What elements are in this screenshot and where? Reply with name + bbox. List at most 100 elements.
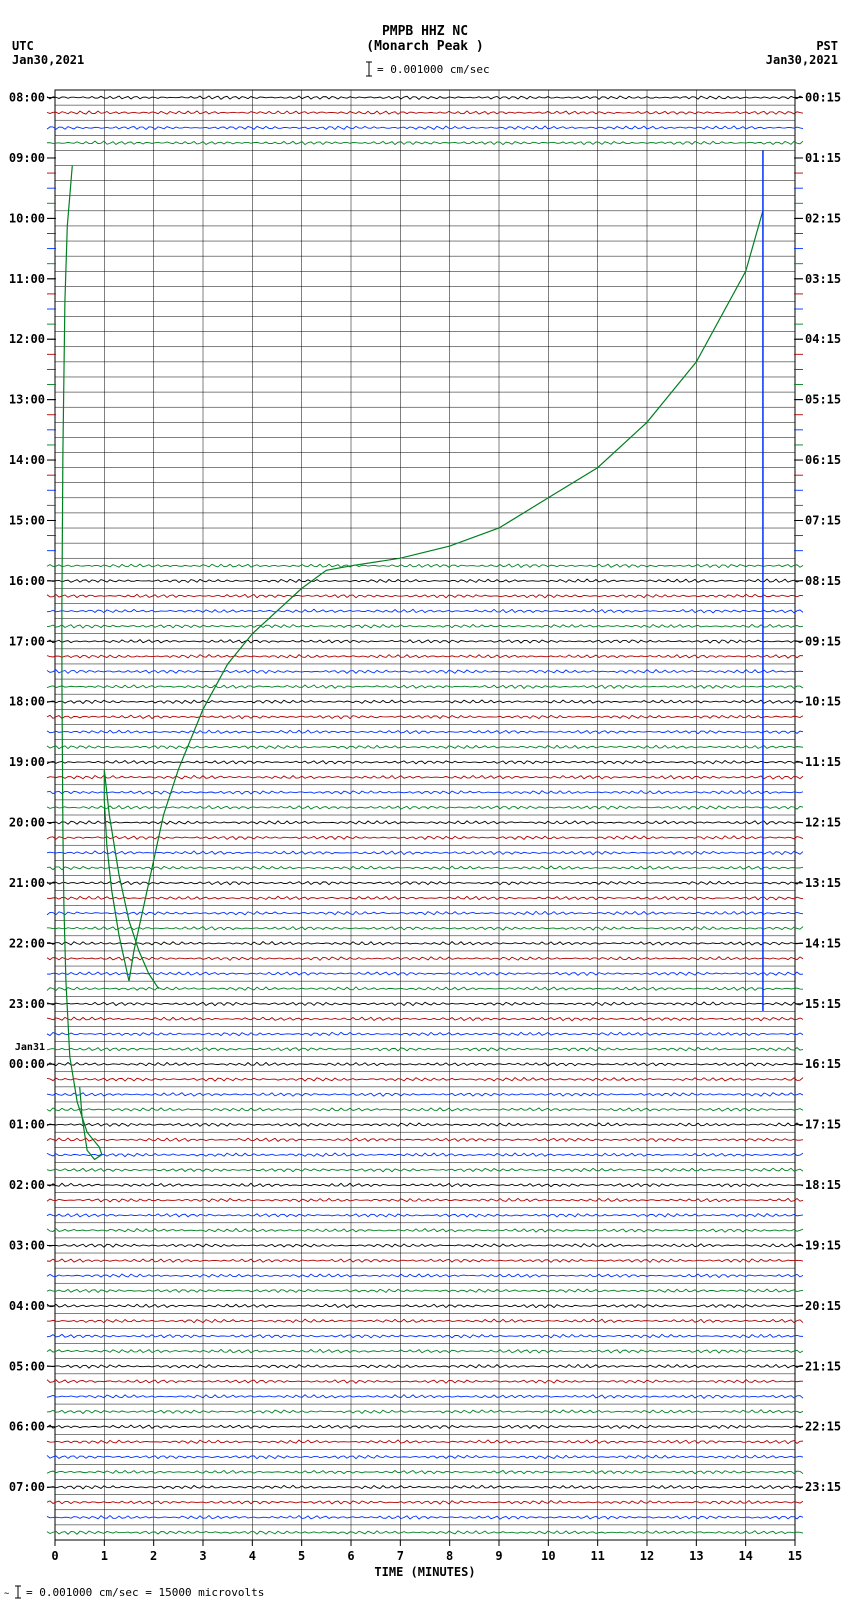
right-time-label: 03:15 xyxy=(805,272,841,286)
left-time-label: 03:00 xyxy=(9,1238,45,1252)
right-time-label: 23:15 xyxy=(805,1480,841,1494)
right-time-label: 16:15 xyxy=(805,1057,841,1071)
trace-line xyxy=(47,1380,803,1384)
right-time-label: 15:15 xyxy=(805,997,841,1011)
trace-line xyxy=(47,730,803,733)
left-time-label: 02:00 xyxy=(9,1178,45,1192)
left-time-label: 17:00 xyxy=(9,634,45,648)
right-time-label: 02:15 xyxy=(805,211,841,225)
x-tick-label: 6 xyxy=(347,1549,354,1563)
x-tick-label: 5 xyxy=(298,1549,305,1563)
right-time-label: 20:15 xyxy=(805,1299,841,1313)
trace-line xyxy=(47,836,803,840)
trace-line xyxy=(47,927,803,931)
trace-line xyxy=(47,745,803,748)
x-axis-label: TIME (MINUTES) xyxy=(374,1565,475,1579)
right-time-label: 22:15 xyxy=(805,1420,841,1434)
x-tick-label: 9 xyxy=(495,1549,502,1563)
left-time-label: 15:00 xyxy=(9,513,45,527)
left-time-label: 12:00 xyxy=(9,332,45,346)
left-time-label: 09:00 xyxy=(9,151,45,165)
trace-line xyxy=(47,1017,803,1021)
trace-line xyxy=(47,1274,803,1278)
right-time-label: 08:15 xyxy=(805,574,841,588)
trace-line xyxy=(47,1047,803,1051)
right-time-label: 07:15 xyxy=(805,513,841,527)
trace-line xyxy=(47,866,803,870)
trace-line xyxy=(47,1138,803,1142)
right-time-label: 11:15 xyxy=(805,755,841,769)
left-date: Jan30,2021 xyxy=(12,53,84,67)
anomaly-left xyxy=(62,166,102,1160)
trace-line xyxy=(47,1198,803,1202)
trace-line xyxy=(47,761,803,764)
right-time-label: 17:15 xyxy=(805,1118,841,1132)
right-time-label: 14:15 xyxy=(805,936,841,950)
left-time-label: 04:00 xyxy=(9,1299,45,1313)
left-time-label: 00:00 xyxy=(9,1057,45,1071)
helicorder-container: PMPB HHZ NC(Monarch Peak )= 0.001000 cm/… xyxy=(0,0,850,1613)
x-tick-label: 10 xyxy=(541,1549,555,1563)
trace-line xyxy=(47,1334,803,1338)
right-time-label: 10:15 xyxy=(805,695,841,709)
trace-line xyxy=(47,1425,803,1428)
trace-line xyxy=(47,1002,803,1006)
trace-line xyxy=(47,1395,803,1399)
trace-line xyxy=(47,1077,803,1081)
trace-line xyxy=(47,1289,803,1292)
trace-line xyxy=(47,942,803,945)
trace-line xyxy=(47,1123,803,1126)
right-time-label: 12:15 xyxy=(805,816,841,830)
trace-line xyxy=(47,1259,803,1262)
x-tick-label: 7 xyxy=(397,1549,404,1563)
x-tick-label: 13 xyxy=(689,1549,703,1563)
left-time-label: 07:00 xyxy=(9,1480,45,1494)
left-tz: UTC xyxy=(12,39,34,53)
left-time-label: 16:00 xyxy=(9,574,45,588)
trace-line xyxy=(47,1214,803,1217)
trace-line xyxy=(47,896,803,900)
right-time-label: 13:15 xyxy=(805,876,841,890)
trace-line xyxy=(47,624,803,628)
trace-line xyxy=(47,1229,803,1233)
trace-line xyxy=(47,1455,803,1458)
right-time-label: 21:15 xyxy=(805,1359,841,1373)
right-time-label: 01:15 xyxy=(805,151,841,165)
trace-line xyxy=(47,640,803,644)
trace-line xyxy=(47,987,803,991)
footer-scale: = 0.001000 cm/sec = 15000 microvolts xyxy=(26,1586,264,1599)
right-date: Jan30,2021 xyxy=(766,53,838,67)
trace-line xyxy=(47,851,803,855)
left-time-label: 21:00 xyxy=(9,876,45,890)
trace-line xyxy=(47,806,803,810)
x-tick-label: 2 xyxy=(150,1549,157,1563)
trace-line xyxy=(47,1485,803,1489)
right-time-label: 18:15 xyxy=(805,1178,841,1192)
trace-line xyxy=(47,700,803,703)
trace-line xyxy=(47,594,803,598)
trace-line xyxy=(47,957,803,961)
x-tick-label: 3 xyxy=(199,1549,206,1563)
left-time-label: 23:00 xyxy=(9,997,45,1011)
trace-line xyxy=(47,1062,803,1066)
x-tick-label: 14 xyxy=(738,1549,752,1563)
trace-line xyxy=(47,126,803,129)
left-time-label: 10:00 xyxy=(9,211,45,225)
trace-line xyxy=(47,821,803,824)
trace-line xyxy=(47,96,803,99)
trace-line xyxy=(47,655,803,658)
x-tick-label: 8 xyxy=(446,1549,453,1563)
anomaly-arc xyxy=(129,211,763,981)
left-time-label: 22:00 xyxy=(9,936,45,950)
trace-line xyxy=(47,791,803,795)
trace-line xyxy=(47,1410,803,1414)
left-time-label: 05:00 xyxy=(9,1359,45,1373)
trace-line xyxy=(47,1319,803,1323)
x-tick-label: 1 xyxy=(101,1549,108,1563)
trace-line xyxy=(47,1183,803,1186)
trace-line xyxy=(47,911,803,915)
left-time-label: 11:00 xyxy=(9,272,45,286)
trace-line xyxy=(47,1093,803,1096)
left-time-label: 20:00 xyxy=(9,816,45,830)
trace-line xyxy=(47,1032,803,1035)
